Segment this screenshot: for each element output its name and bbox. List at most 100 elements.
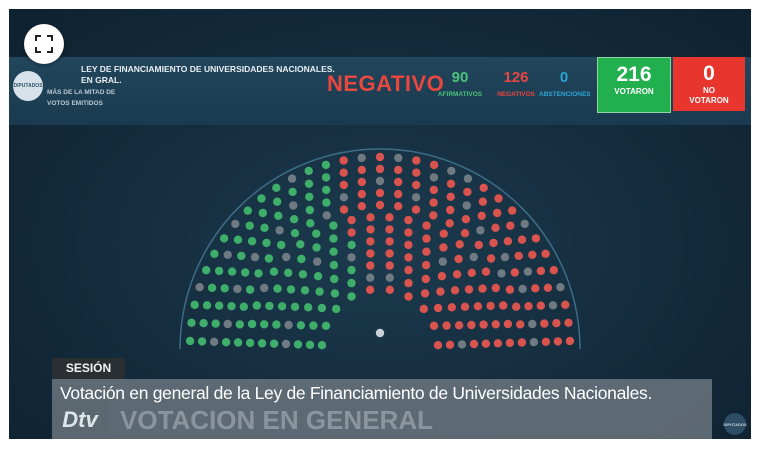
seat-affirmative (260, 223, 269, 232)
seat-negative (422, 247, 431, 256)
seat-affirmative (257, 194, 266, 203)
seat-affirmative (305, 340, 315, 349)
affirmative-label: AFIRMATIVOS (437, 91, 483, 98)
seat-affirmative (290, 302, 300, 311)
seat-negative (429, 211, 438, 220)
seat-negative (422, 221, 431, 230)
seat-negative (452, 270, 462, 279)
seat-negative (517, 338, 527, 347)
abstention-label: ABSTENCIONES (539, 91, 591, 98)
seat-absent (357, 153, 366, 163)
seat-negative (420, 289, 430, 298)
seat-absent (209, 337, 219, 346)
seat-negative (446, 192, 455, 201)
seat-absent (394, 153, 403, 163)
seat-affirmative (210, 249, 219, 258)
seat-affirmative (317, 341, 327, 350)
seat-absent (411, 193, 421, 202)
seat-affirmative (243, 206, 252, 215)
seat-negative (508, 206, 517, 215)
seat-affirmative (239, 302, 248, 311)
seat-absent (457, 340, 467, 349)
seat-negative (494, 194, 503, 203)
seat-affirmative (330, 274, 339, 284)
seat-negative (503, 319, 513, 329)
seat-affirmative (347, 278, 356, 288)
seat-negative (429, 198, 438, 207)
seat-negative (505, 338, 515, 348)
seat-affirmative (245, 338, 255, 348)
seat-affirmative (329, 221, 338, 230)
seat-absent (282, 252, 291, 262)
seat-affirmative (227, 302, 236, 311)
seat-affirmative (305, 205, 314, 215)
seat-affirmative (254, 269, 263, 278)
seat-affirmative (220, 284, 229, 293)
seat-affirmative (237, 251, 246, 261)
seat-negative (455, 240, 464, 249)
seat-affirmative (332, 304, 341, 314)
seat-affirmative (269, 267, 279, 276)
seat-negative (411, 205, 421, 214)
seat-negative (421, 260, 431, 270)
seat-affirmative (211, 319, 220, 328)
seat-affirmative (252, 301, 261, 310)
seat-negative (366, 213, 375, 222)
seat-affirmative (215, 301, 224, 310)
seat-negative (404, 292, 413, 301)
seat-negative (491, 320, 500, 329)
seat-negative (357, 202, 366, 211)
seat-negative (404, 265, 413, 275)
seat-negative (394, 165, 403, 175)
seat-negative (479, 320, 488, 329)
seat-affirmative (300, 286, 310, 295)
seat-negative (422, 234, 431, 243)
seat-affirmative (309, 321, 318, 330)
seat-absent (462, 201, 471, 210)
seat-negative (404, 215, 413, 225)
vote-stage: EN GRAL. (81, 75, 122, 85)
seat-negative (541, 249, 550, 258)
seat-negative (404, 278, 413, 288)
negative-count: 126 NEGATIVOS (493, 69, 539, 98)
seat-negative (517, 235, 527, 244)
seat-negative (366, 261, 375, 270)
seat-negative (394, 202, 403, 211)
seat-negative (437, 272, 447, 281)
seat-affirmative (197, 337, 207, 346)
corner-channel-logo: DIPUTADOS (723, 413, 747, 435)
majority-rule-text: MÁS DE LA MITAD DE VOTOS EMITIDOS (47, 89, 116, 107)
seat-negative (469, 339, 479, 349)
seat-affirmative (329, 234, 338, 243)
seat-negative (385, 213, 394, 222)
seat-president (375, 328, 385, 338)
seat-absent (313, 257, 322, 266)
seat-negative (385, 225, 394, 234)
seat-absent (250, 252, 260, 262)
seat-negative (564, 318, 573, 327)
seat-negative (505, 285, 515, 294)
negative-label: NEGATIVOS (497, 91, 535, 98)
seat-negative (357, 177, 366, 187)
seat-affirmative (277, 240, 286, 250)
vote-result-bar: DIPUTADOS LEY DE FINANCIAMIENTO DE UNIVE… (9, 57, 751, 125)
seat-absent (463, 174, 473, 183)
seat-affirmative (187, 318, 196, 327)
expand-fullscreen-icon (35, 35, 53, 53)
seat-affirmative (273, 284, 282, 293)
seat-negative (404, 253, 413, 262)
seat-negative (481, 339, 491, 348)
seat-affirmative (298, 270, 308, 279)
seat-absent (385, 273, 394, 282)
seat-absent (518, 284, 527, 294)
seat-absent (529, 338, 539, 347)
seat-negative (454, 254, 463, 264)
seat-negative (479, 183, 488, 192)
seat-affirmative (330, 289, 340, 298)
seat-negative (366, 237, 375, 246)
expand-button[interactable] (24, 24, 64, 64)
seat-negative (339, 156, 348, 165)
seat-negative (528, 250, 537, 259)
seat-negative (404, 240, 413, 250)
seat-negative (464, 285, 474, 294)
